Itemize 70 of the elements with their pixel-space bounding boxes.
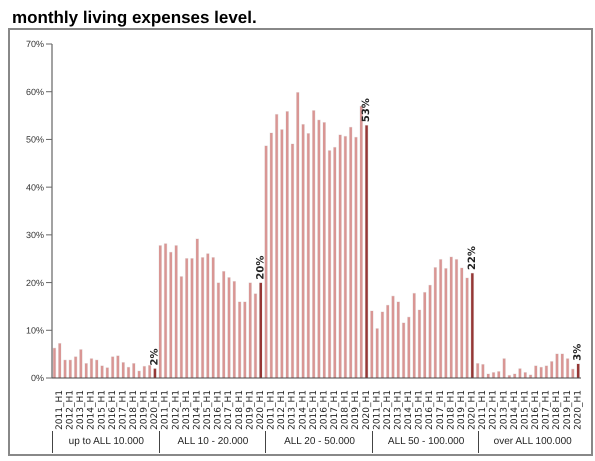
x-tick-label: 2020_H1 — [573, 390, 584, 430]
x-tick-label: 2017_H1 — [436, 390, 446, 430]
x-tick-label: 2011_H1 — [160, 390, 171, 430]
x-tick-label: 2012_H1 — [171, 390, 182, 430]
x-tick-label: 2018_H1 — [552, 390, 562, 430]
data-label: 20% — [255, 256, 266, 280]
x-tick-label: 2011_H1 — [266, 390, 277, 430]
x-tick-label: 2015_H1 — [203, 390, 214, 430]
x-tick-label: 2016_H1 — [108, 390, 118, 430]
x-tick-label: 2018_H1 — [128, 390, 139, 430]
text: ALL 50 - 100.000 — [372, 431, 480, 453]
text: ALL 10 - 20.000 — [158, 431, 266, 453]
x-tick-label: 2020_H1 — [468, 390, 478, 430]
x-tick-label: 2011_H1 — [54, 390, 65, 430]
y-tick-label: 50% — [26, 134, 44, 145]
x-tick-label: 2013_H1 — [499, 390, 510, 430]
x-tick-label: 2012_H1 — [277, 390, 288, 430]
x-tick-label: 2013_H1 — [76, 390, 86, 430]
x-tick-label: 2015_H1 — [414, 390, 425, 430]
x-tick-label: 2018_H1 — [340, 390, 351, 430]
x-tick-label: 2017_H1 — [224, 390, 234, 430]
x-tick-label: 2019_H1 — [245, 390, 256, 430]
x-tick-label: 2016_H1 — [425, 390, 436, 430]
x-tick-label: 2012_H1 — [488, 390, 499, 430]
x-tick-label: 2013_H1 — [393, 390, 404, 430]
x-tick-label: 2020_H1 — [256, 390, 266, 430]
x-tick-label: 2017_H1 — [330, 390, 340, 430]
x-tick-label: 2015_H1 — [97, 390, 108, 430]
x-tick-label: 2017_H1 — [542, 390, 552, 430]
x-tick-label: 2015_H1 — [520, 390, 530, 430]
x-tick-label: 2018_H1 — [446, 390, 456, 430]
x-tick-label: 2019_H1 — [140, 390, 150, 430]
y-tick-label: 70% — [26, 39, 44, 50]
y-tick-label: 40% — [26, 182, 44, 192]
text: over ALL 100.000 — [478, 431, 586, 453]
x-tick-label: 2015_H1 — [308, 390, 319, 430]
x-tick-label: 2016_H1 — [319, 390, 330, 430]
x-tick-label: 2016_H1 — [214, 390, 224, 430]
y-tick-label: 20% — [26, 278, 44, 288]
data-label: 22% — [466, 246, 478, 270]
text: up to ALL 10.000 — [52, 431, 160, 453]
x-tick-label: 2011_H1 — [478, 390, 488, 430]
y-tick-label: 60% — [26, 86, 44, 97]
x-tick-label: 2017_H1 — [118, 390, 128, 430]
y-tick-label: 10% — [26, 325, 44, 336]
x-tick-label: 2012_H1 — [66, 390, 76, 430]
text: ALL 20 - 50.000 — [265, 431, 373, 453]
x-tick-label: 2020_H1 — [150, 390, 160, 430]
x-tick-label: 2020_H1 — [362, 390, 372, 430]
x-tick-label: 2013_H1 — [288, 390, 298, 430]
y-tick-label: 0% — [30, 373, 44, 384]
x-tick-label: 2018_H1 — [234, 390, 245, 430]
x-tick-label: 2014_H1 — [404, 390, 414, 430]
x-tick-label: 2019_H1 — [562, 390, 573, 430]
x-tick-label: 2011_H1 — [372, 390, 382, 430]
data-label: 3% — [572, 344, 584, 361]
x-tick-label: 2014_H1 — [298, 390, 308, 430]
x-tick-label: 2014_H1 — [192, 390, 202, 430]
x-tick-label: 2014_H1 — [510, 390, 520, 430]
y-tick-label: 30% — [26, 230, 44, 240]
bar — [576, 363, 580, 378]
x-tick-label: 2019_H1 — [456, 390, 467, 430]
x-tick-label: 2013_H1 — [182, 390, 192, 430]
data-label: 53% — [361, 98, 372, 122]
x-tick-label: 2014_H1 — [86, 390, 97, 430]
x-tick-label: 2012_H1 — [382, 390, 393, 430]
x-tick-label: 2019_H1 — [351, 390, 362, 430]
chart-title: monthly living expenses level. — [11, 8, 258, 28]
x-tick-label: 2016_H1 — [531, 390, 542, 430]
data-label: 2% — [149, 348, 160, 366]
